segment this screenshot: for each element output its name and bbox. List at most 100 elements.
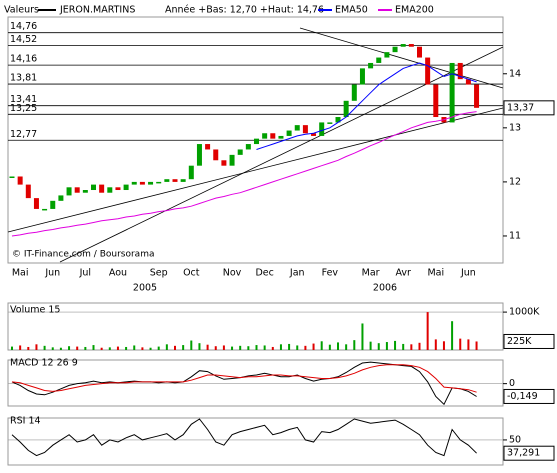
last-value-box — [503, 333, 555, 349]
price-bar — [270, 133, 276, 139]
price-bar — [188, 165, 194, 180]
y-tick-label: 1000K — [509, 307, 540, 318]
volume-bar — [279, 344, 282, 350]
price-bar — [107, 187, 113, 193]
x-tick-label: Oct — [183, 268, 200, 279]
credit: © IT-Finance.com / Boursorama — [12, 250, 154, 260]
volume-bar — [312, 343, 315, 350]
price-bar — [449, 62, 455, 123]
volume-bar — [190, 340, 193, 350]
price-bar — [376, 57, 382, 63]
series-line — [11, 364, 477, 393]
volume-bar — [214, 346, 217, 350]
volume-bar — [467, 339, 470, 350]
volume-bar — [116, 346, 119, 350]
volume-bar — [410, 344, 413, 350]
price-bar — [392, 46, 398, 53]
price-bar — [254, 138, 259, 145]
y-tick-label: 50 — [509, 434, 521, 445]
price-bar — [205, 144, 211, 150]
price-bar — [302, 125, 308, 134]
page-title: Valeurs — [4, 5, 39, 16]
price-bar — [319, 122, 325, 136]
y-tick-label: 11 — [509, 230, 521, 241]
volume-bar — [345, 344, 348, 350]
price-bar — [91, 184, 96, 191]
volume-bar — [35, 344, 38, 350]
price-bar — [58, 195, 64, 201]
price-bar — [351, 84, 357, 101]
year-label: 2005 — [133, 283, 157, 294]
x-tick-label: Jul — [79, 268, 91, 279]
price-bar — [221, 160, 227, 166]
x-tick-label: Mar — [362, 268, 380, 279]
volume-bar — [418, 342, 421, 350]
level-label: 13,25 — [10, 103, 37, 114]
x-tick-label: Jun — [460, 268, 476, 279]
volume-bar — [182, 345, 185, 350]
volume-bar — [304, 345, 307, 350]
price-bar — [180, 179, 186, 182]
last-value-label: 225K — [507, 336, 532, 347]
volume-bar — [320, 341, 323, 350]
x-tick-label: Sep — [150, 268, 168, 279]
price-bar — [50, 200, 56, 209]
volume-bar — [296, 345, 299, 350]
price-bar — [359, 68, 365, 85]
price-bar — [433, 84, 439, 118]
x-tick-label: Fev — [322, 268, 339, 279]
price-bar — [115, 187, 121, 191]
price-bar — [417, 46, 422, 58]
price-bar — [131, 181, 137, 185]
price-bar — [311, 133, 317, 136]
volume-bar — [263, 345, 266, 350]
volume-bar — [68, 346, 71, 350]
price-bar — [384, 52, 390, 58]
price-bar — [148, 181, 154, 185]
level-label: 12,77 — [10, 129, 37, 140]
price-bar — [229, 154, 235, 166]
trend-line — [299, 27, 504, 89]
level-label: 14,52 — [10, 34, 37, 45]
price-bar — [42, 208, 48, 211]
x-tick-label: Jan — [289, 268, 305, 279]
volume-bar — [174, 345, 176, 350]
level-label: 13,41 — [10, 94, 37, 105]
volume-bar — [271, 346, 274, 350]
series-line — [256, 62, 477, 150]
panel-title: MACD 12 26 9 — [10, 358, 78, 369]
volume-bar — [459, 338, 462, 350]
panel-title: Volume 15 — [10, 305, 60, 316]
volume-bar — [108, 347, 111, 350]
volume-bar — [206, 344, 209, 350]
subtitle: Année +Bas: 12,70 +Haut: 14,76 — [165, 5, 324, 16]
volume-bar — [100, 347, 103, 350]
series-line — [11, 111, 477, 237]
legend-label: EMA50 — [335, 5, 368, 16]
price-bar — [139, 181, 145, 185]
volume-bar — [141, 347, 144, 350]
last-value-label: 13,37 — [507, 102, 534, 113]
volume-bar — [239, 345, 242, 350]
price-bar — [245, 144, 251, 150]
volume-bar — [231, 346, 234, 350]
volume-bar — [43, 345, 46, 350]
price-bar — [213, 149, 219, 161]
volume-bar — [442, 341, 445, 350]
volume-bar — [149, 347, 152, 350]
price-bar — [82, 190, 88, 193]
price-bar — [9, 176, 15, 178]
volume-bar — [394, 340, 397, 350]
price-bar — [327, 122, 333, 124]
volume-bar — [51, 347, 54, 350]
volume-bar — [385, 342, 388, 350]
price-bar — [294, 125, 300, 131]
price-bar — [237, 149, 243, 155]
volume-bar — [84, 346, 87, 350]
x-tick-label: Mai — [12, 268, 29, 279]
price-bar — [99, 184, 105, 193]
last-value-label: 37,291 — [507, 448, 540, 459]
price-bar — [408, 44, 414, 47]
volume-bar — [165, 344, 168, 350]
volume-bar — [11, 346, 13, 350]
